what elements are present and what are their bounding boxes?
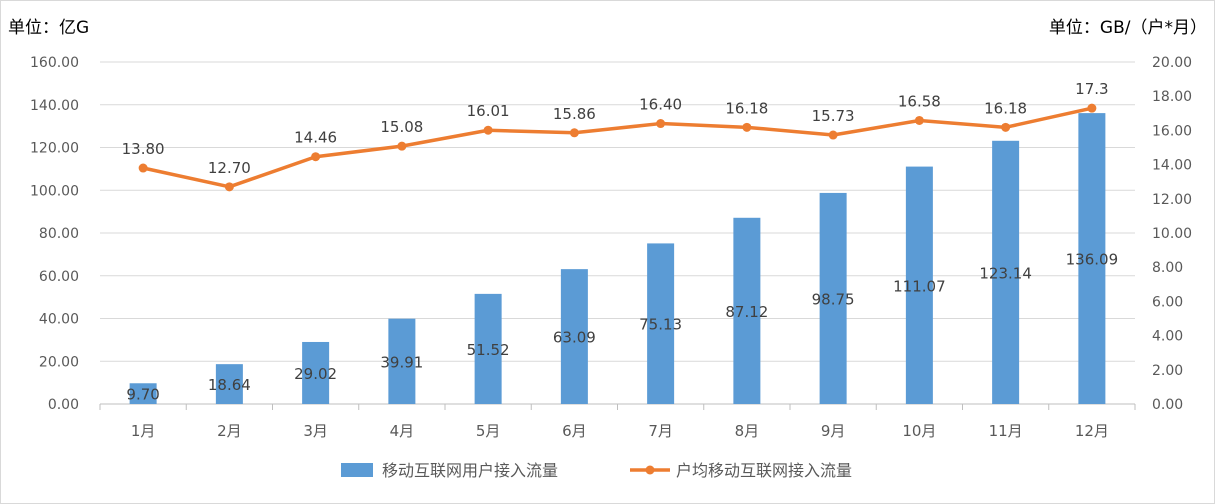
bar-series: 9.70 18.64 29.02 39.91 51.52 63.09 75.13 87.12 9… — [126, 113, 1118, 404]
right-tick-label: 10.00 — [1152, 226, 1192, 242]
bar — [905, 166, 933, 404]
left-tick-label: 60.00 — [39, 269, 79, 285]
left-y-axis: 0.00 20.00 40.00 60.00 80.00 100.00 120.00 140.… — [30, 55, 79, 413]
line-point — [828, 130, 838, 140]
x-tick-label: 3月 — [303, 422, 328, 440]
line-data-label: 15.73 — [812, 107, 855, 125]
left-tick-label: 20.00 — [39, 354, 79, 370]
left-tick-label: 0.00 — [48, 397, 79, 413]
right-tick-label: 18.00 — [1152, 89, 1192, 105]
line-data-label: 15.08 — [380, 118, 423, 136]
bar — [992, 140, 1020, 404]
legend-line-marker — [645, 465, 655, 475]
bar-data-label: 98.75 — [812, 290, 855, 308]
line-path — [141, 106, 1094, 189]
line-point — [742, 122, 752, 132]
line-point — [311, 152, 321, 162]
x-tick-label: 11月 — [989, 422, 1023, 440]
line-point — [397, 141, 407, 151]
bar-data-label: 136.09 — [1066, 251, 1119, 269]
legend-bar-label: 移动互联网用户接入流量 — [382, 461, 558, 480]
bar-data-label: 87.12 — [725, 303, 768, 321]
right-axis-unit-label: 单位：GB/（户*月） — [1049, 18, 1207, 38]
bar-data-label: 123.14 — [979, 264, 1032, 282]
line-data-label: 17.3 — [1075, 80, 1108, 98]
gridlines — [100, 61, 1135, 362]
bar-data-label: 9.70 — [126, 386, 159, 404]
line-point — [1087, 103, 1097, 113]
line-data-label: 15.86 — [553, 105, 596, 123]
bar — [215, 364, 243, 404]
line-data-label: 16.18 — [725, 99, 768, 117]
line-point — [483, 125, 493, 135]
left-tick-label: 120.00 — [30, 141, 79, 157]
line-point — [1001, 122, 1011, 132]
line-point — [224, 182, 234, 192]
bar — [560, 269, 588, 404]
left-tick-label: 160.00 — [30, 55, 79, 71]
left-tick-label: 100.00 — [30, 183, 79, 199]
x-tick-label: 6月 — [562, 422, 587, 440]
bar — [302, 341, 330, 404]
bar — [733, 217, 761, 404]
left-tick-label: 140.00 — [30, 98, 79, 114]
line-data-label: 16.40 — [639, 96, 682, 114]
right-tick-label: 6.00 — [1152, 294, 1183, 310]
bar-data-label: 29.02 — [294, 365, 337, 383]
x-tick-label: 7月 — [648, 422, 673, 440]
bar — [129, 383, 157, 404]
x-tick-label: 12月 — [1075, 422, 1109, 440]
bar-data-label: 63.09 — [553, 329, 596, 347]
right-tick-label: 16.00 — [1152, 123, 1192, 139]
line-point — [914, 115, 924, 125]
bar-data-label: 39.91 — [380, 353, 423, 371]
left-tick-label: 40.00 — [39, 312, 79, 328]
line-data-label: 14.46 — [294, 129, 337, 147]
right-tick-label: 20.00 — [1152, 55, 1192, 71]
line-point — [569, 128, 579, 138]
line-data-label: 16.58 — [898, 92, 941, 110]
x-tick-label: 1月 — [131, 422, 156, 440]
x-tick-label: 5月 — [476, 422, 501, 440]
legend: 移动互联网用户接入流量 户均移动互联网接入流量 — [341, 461, 852, 480]
x-tick-label: 10月 — [902, 422, 936, 440]
right-tick-label: 0.00 — [1152, 397, 1183, 413]
bar — [647, 243, 675, 404]
left-axis-unit-label: 单位：亿G — [8, 18, 89, 38]
line-point — [138, 163, 148, 173]
bar-data-label: 51.52 — [467, 341, 510, 359]
line-data-label: 13.80 — [122, 140, 165, 158]
x-tick-label: 4月 — [390, 422, 415, 440]
x-axis: 1月 2月 3月 4月 5月 6月 7月 8月 9月 10月 11月 12月 — [99, 403, 1136, 440]
line-data-label: 16.01 — [467, 102, 510, 120]
right-tick-label: 12.00 — [1152, 192, 1192, 208]
legend-bar-swatch — [341, 463, 373, 477]
bar — [1078, 113, 1106, 404]
bar — [819, 192, 847, 404]
x-tick-label: 9月 — [821, 422, 846, 440]
right-tick-label: 8.00 — [1152, 260, 1183, 276]
left-tick-label: 80.00 — [39, 226, 79, 242]
bar-data-label: 18.64 — [208, 376, 251, 394]
line-series: 13.80 12.70 14.46 15.08 16.01 15.86 16.40 16.18… — [122, 80, 1109, 192]
x-tick-label: 8月 — [735, 422, 760, 440]
bar-data-label: 75.13 — [639, 316, 682, 334]
line-point — [656, 119, 666, 129]
line-data-label: 16.18 — [984, 99, 1027, 117]
legend-line-label: 户均移动互联网接入流量 — [676, 461, 852, 480]
right-tick-label: 4.00 — [1152, 329, 1183, 345]
right-tick-label: 2.00 — [1152, 363, 1183, 379]
bar — [388, 318, 416, 404]
right-y-axis: 0.00 2.00 4.00 6.00 8.00 10.00 12.00 14.00 16.00… — [1152, 55, 1192, 413]
bar — [474, 293, 502, 404]
x-tick-label: 2月 — [217, 422, 242, 440]
right-tick-label: 14.00 — [1152, 158, 1192, 174]
line-data-label: 12.70 — [208, 159, 251, 177]
bar-data-label: 111.07 — [893, 277, 946, 295]
